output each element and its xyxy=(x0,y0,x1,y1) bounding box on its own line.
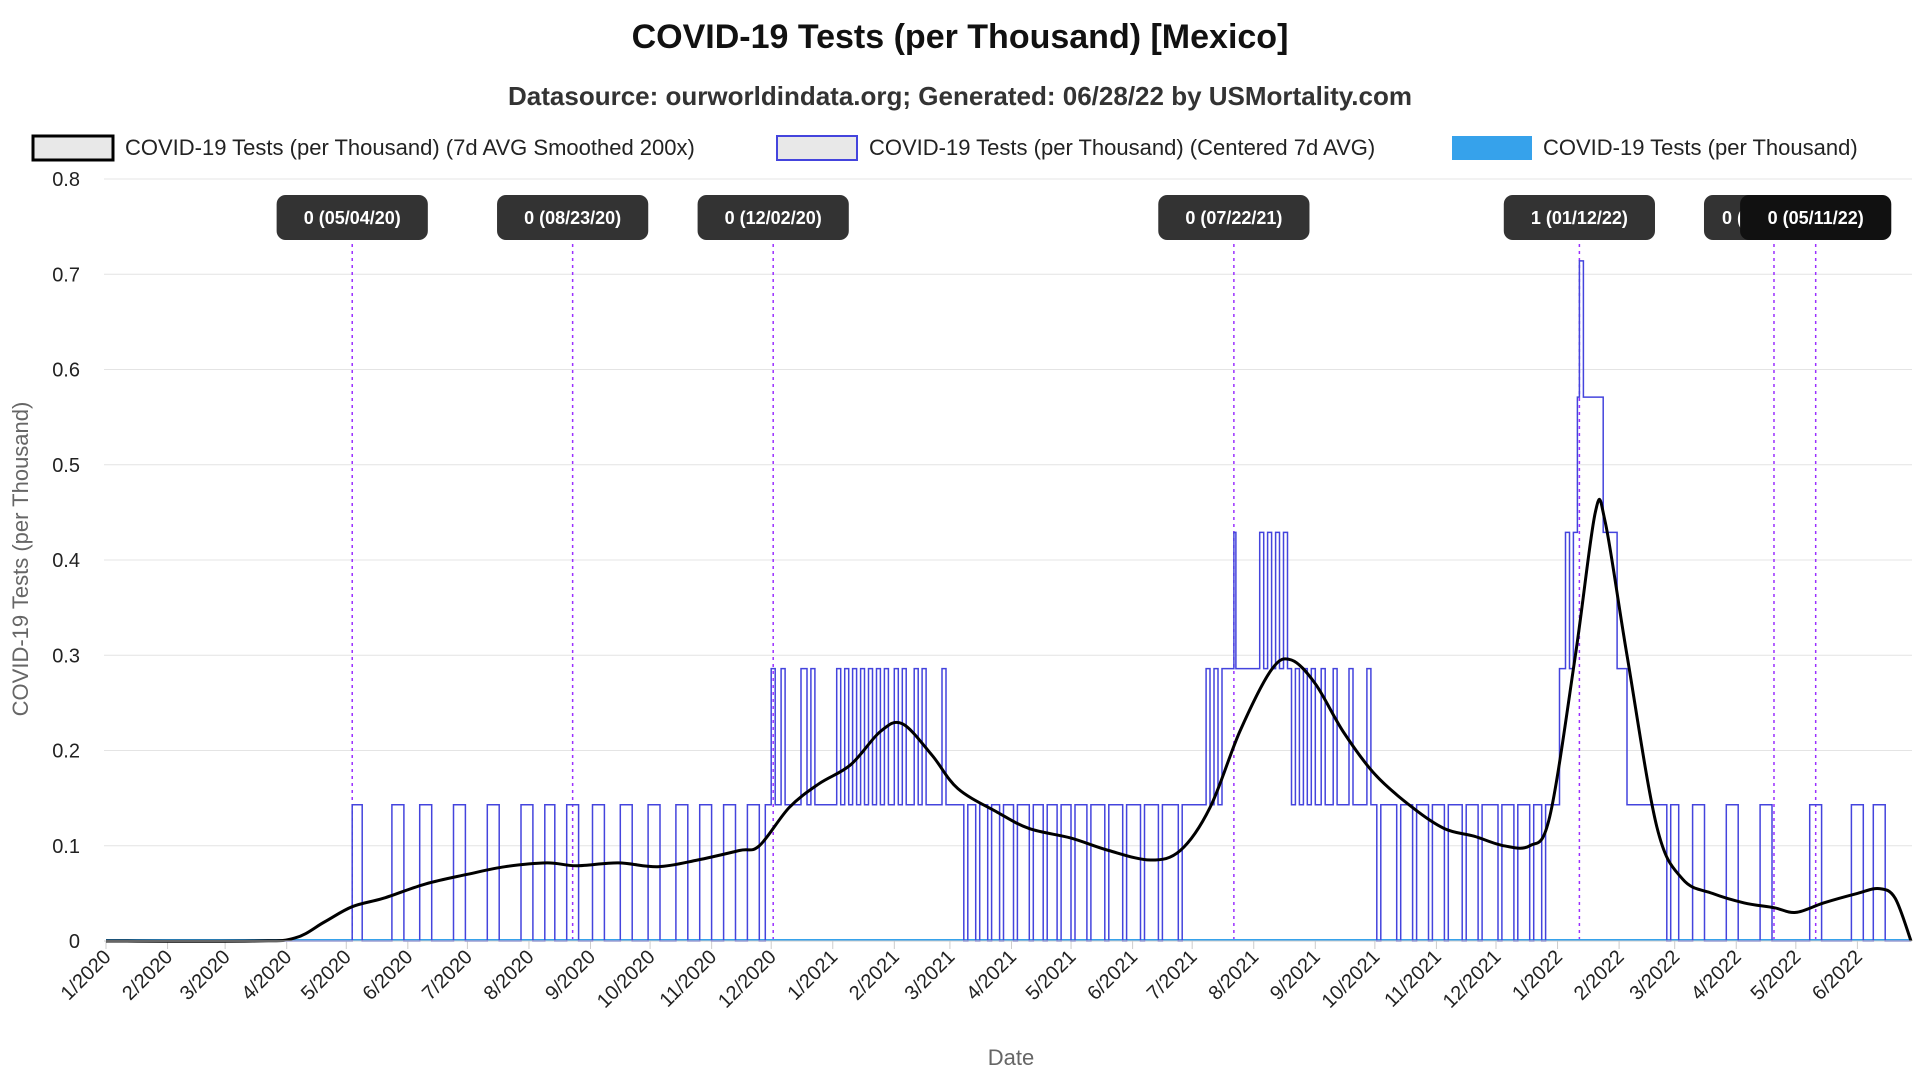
x-tick-label: 2/2020 xyxy=(118,946,177,1005)
annotation-text: 0 (07/22/21) xyxy=(1185,208,1282,228)
y-tick-label: 0.7 xyxy=(52,264,80,286)
annotation-text: 0 (08/23/20) xyxy=(524,208,621,228)
annotation-box xyxy=(276,195,428,240)
annotation-label[interactable]: 0 (08/23/20) xyxy=(497,195,649,240)
legend-swatch-smoothed xyxy=(31,134,115,162)
annotation-box xyxy=(1503,195,1655,240)
x-tick-label: 9/2021 xyxy=(1266,946,1325,1005)
x-tick-label: 2/2022 xyxy=(1570,946,1629,1005)
series-layer xyxy=(105,260,1913,943)
x-tick-label: 5/2021 xyxy=(1022,946,1081,1005)
annotation-labels: 0 (05/04/20) 0 (08/23/20) 0 (12/02/20) 0 (0… xyxy=(276,195,1892,240)
x-tick-label: 2/2021 xyxy=(845,946,904,1005)
x-tick-label: 7/2020 xyxy=(418,946,477,1005)
annotation-label[interactable]: 0 (12/02/20) xyxy=(697,195,849,240)
x-tick-label: 11/2020 xyxy=(656,946,722,1012)
x-axis-title: Date xyxy=(988,1045,1034,1070)
y-tick-label: 0.2 xyxy=(52,741,80,763)
y-tick-label: 0.5 xyxy=(52,455,80,477)
x-tick-label: 6/2020 xyxy=(359,946,418,1005)
annotation-label[interactable]: 0 (05/04/20) xyxy=(276,195,428,240)
x-tick-label: 4/2021 xyxy=(962,946,1021,1005)
legend-swatch-daily xyxy=(1452,136,1532,160)
annotation-box xyxy=(1740,195,1892,240)
annotation-text: 0 (05/04/20) xyxy=(304,208,401,228)
x-tick-label: 8/2021 xyxy=(1204,946,1263,1005)
x-tick-label: 6/2021 xyxy=(1083,946,1142,1005)
annotation-label[interactable]: 1 (01/12/22) xyxy=(1503,195,1655,240)
series-smoothed-line xyxy=(105,497,1913,943)
y-tick-label: 0.8 xyxy=(52,169,80,191)
annotation-box xyxy=(497,195,649,240)
x-tick-label: 8/2020 xyxy=(480,946,539,1005)
chart-subtitle: Datasource: ourworldindata.org; Generate… xyxy=(508,81,1412,111)
legend-item-daily[interactable]: COVID-19 Tests (per Thousand) xyxy=(1452,135,1858,160)
legend-label-daily: COVID-19 Tests (per Thousand) xyxy=(1543,135,1858,160)
x-tick-label: 1/2020 xyxy=(57,946,116,1005)
legend-item-centered[interactable]: COVID-19 Tests (per Thousand) (Centered … xyxy=(776,135,1375,161)
legend: COVID-19 Tests (per Thousand) (7d AVG Sm… xyxy=(31,134,1858,162)
x-tick-label: 6/2022 xyxy=(1808,946,1867,1005)
y-tick-label: 0.3 xyxy=(52,645,80,667)
x-tick-label: 5/2022 xyxy=(1747,946,1806,1005)
annotation-box xyxy=(697,195,849,240)
y-axis-ticks: 0 0.1 0.2 0.3 0.4 0.5 0.6 0.7 0.8 xyxy=(52,169,80,953)
x-tick-label: 1/2021 xyxy=(783,946,842,1005)
x-tick-label: 12/2020 xyxy=(714,946,781,1013)
y-tick-label: 0.4 xyxy=(52,550,80,572)
annotation-box xyxy=(1158,195,1310,240)
annotation-text: 0 (12/02/20) xyxy=(725,208,822,228)
x-tick-label: 1/2022 xyxy=(1508,946,1567,1005)
y-axis-title: COVID-19 Tests (per Thousand) xyxy=(8,402,33,717)
x-tick-label: 12/2021 xyxy=(1439,946,1506,1013)
x-tick-label: 4/2022 xyxy=(1687,946,1746,1005)
x-tick-label: 3/2020 xyxy=(176,946,235,1005)
legend-swatch-centered xyxy=(776,135,858,161)
y-tick-label: 0.6 xyxy=(52,360,80,382)
x-tick-label: 5/2020 xyxy=(297,946,356,1005)
x-tick-label: 11/2021 xyxy=(1380,946,1446,1012)
x-tick-label: 3/2021 xyxy=(901,946,960,1005)
annotation-label[interactable]: 0 (07/22/21) xyxy=(1158,195,1310,240)
series-centered-7d-line xyxy=(106,260,1911,942)
y-gridlines xyxy=(104,178,1912,942)
legend-label-centered: COVID-19 Tests (per Thousand) (Centered … xyxy=(869,135,1375,160)
annotation-lines xyxy=(351,195,1817,941)
x-tick-label: 9/2020 xyxy=(541,946,600,1005)
x-tick-label: 10/2021 xyxy=(1318,946,1385,1013)
x-tick-label: 4/2020 xyxy=(237,946,296,1005)
annotation-label[interactable]: 0 (05/11/22) xyxy=(1740,195,1892,240)
x-tick-label: 10/2020 xyxy=(593,946,660,1013)
annotation-text: 1 (01/12/22) xyxy=(1531,208,1628,228)
legend-label-smoothed: COVID-19 Tests (per Thousand) (7d AVG Sm… xyxy=(125,135,695,160)
chart-title: COVID-19 Tests (per Thousand) [Mexico] xyxy=(632,18,1289,56)
legend-item-smoothed[interactable]: COVID-19 Tests (per Thousand) (7d AVG Sm… xyxy=(31,134,695,162)
y-tick-label: 0 xyxy=(69,931,80,953)
x-tick-label: 7/2021 xyxy=(1143,946,1202,1005)
y-tick-label: 0.1 xyxy=(52,836,80,858)
annotation-text: 0 (05/11/22) xyxy=(1768,208,1864,228)
x-tick-label: 3/2022 xyxy=(1625,946,1684,1005)
